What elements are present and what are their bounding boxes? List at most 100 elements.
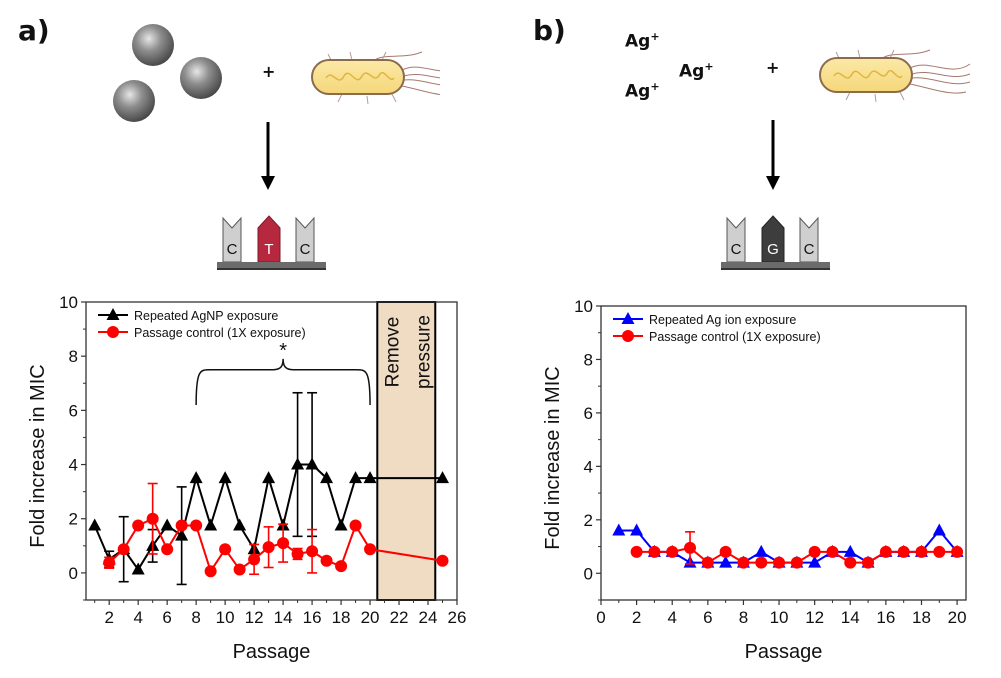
silver-ion: Ag+: [679, 60, 714, 82]
data-point: [103, 556, 116, 569]
y-tick-label: 10: [574, 297, 593, 316]
shaded-region-label: Remove: [382, 317, 403, 388]
plot-frame: [85, 301, 458, 601]
panel-b-schematic: C G C: [721, 49, 971, 270]
data-point: [334, 518, 348, 531]
significance-asterisk: *: [279, 340, 287, 362]
x-tick-label: 4: [133, 608, 142, 627]
x-tick-label: 12: [245, 608, 264, 627]
data-point: [349, 519, 362, 532]
legend-marker: [622, 330, 634, 342]
x-tick-label: 10: [216, 608, 235, 627]
data-point: [826, 545, 839, 558]
data-point: [773, 556, 786, 569]
base-right: C: [300, 241, 311, 258]
data-point: [630, 523, 644, 536]
panel-b-label: b): [533, 14, 566, 47]
x-tick-label: 14: [274, 608, 293, 627]
panel-a-label: a): [18, 14, 50, 47]
x-axis-label: Passage: [745, 641, 823, 663]
data-point: [808, 545, 821, 558]
y-tick-label: 6: [584, 404, 593, 423]
data-point: [160, 518, 174, 531]
x-tick-label: 0: [596, 608, 605, 627]
x-tick-label: 12: [805, 608, 824, 627]
y-axis-label: Fold increase in MIC: [27, 364, 49, 547]
x-tick-label: 16: [303, 608, 322, 627]
x-tick-label: 6: [703, 608, 712, 627]
legend-label: Passage control (1X exposure): [134, 326, 306, 340]
legend-label: Passage control (1X exposure): [649, 330, 821, 344]
data-point: [146, 512, 159, 525]
data-point: [364, 543, 377, 556]
y-tick-label: 4: [69, 456, 78, 475]
panel-a-schematic: C T C: [113, 24, 440, 270]
legend: Repeated AgNP exposure Passage control (1…: [98, 308, 306, 340]
x-tick-label: 8: [739, 608, 748, 627]
data-point: [218, 471, 232, 484]
data-point: [612, 523, 626, 536]
data-point: [436, 554, 449, 567]
data-point: [666, 545, 679, 558]
dna-mutation-icon: C T C: [217, 215, 326, 270]
bacterium-icon: [819, 49, 971, 103]
y-tick-label: 2: [584, 511, 593, 530]
data-point: [175, 528, 189, 541]
data-point: [879, 545, 892, 558]
data-point: [291, 457, 305, 470]
data-point: [320, 554, 333, 567]
data-point: [190, 519, 203, 532]
legend-marker: [106, 308, 120, 320]
data-point: [808, 555, 822, 568]
y-tick-label: 2: [69, 510, 78, 529]
silver-nanoparticles-icon: [113, 24, 222, 122]
y-tick-label: 0: [584, 564, 593, 583]
data-point: [630, 545, 643, 558]
series-1: [103, 482, 449, 578]
dna-mutation-icon: C G C: [721, 215, 830, 270]
y-tick-label: 4: [584, 457, 593, 476]
data-point: [844, 556, 857, 569]
x-tick-label: 18: [332, 608, 351, 627]
x-tick-label: 8: [191, 608, 200, 627]
data-point: [436, 471, 450, 484]
data-point: [306, 545, 319, 558]
data-point: [117, 543, 130, 556]
plot-frame: [600, 305, 967, 601]
x-tick-label: 20: [361, 608, 380, 627]
legend: Repeated Ag ion exposure Passage control …: [613, 312, 821, 344]
data-point: [291, 547, 304, 560]
plus-sign: +: [262, 62, 276, 81]
data-point: [262, 541, 275, 554]
data-point: [349, 471, 363, 484]
x-tick-label: 2: [632, 608, 641, 627]
data-point: [204, 565, 217, 578]
base-mutated: T: [264, 241, 273, 258]
y-tick-label: 0: [69, 564, 78, 583]
y-tick-label: 10: [59, 293, 78, 312]
plus-sign: +: [766, 58, 780, 77]
x-tick-label: 2: [104, 608, 113, 627]
x-tick-label: 6: [162, 608, 171, 627]
x-axis-label: Passage: [233, 641, 311, 663]
data-point: [88, 518, 102, 531]
y-tick-label: 8: [584, 350, 593, 369]
data-point: [248, 553, 261, 566]
data-point: [915, 545, 928, 558]
data-point: [932, 523, 946, 536]
x-tick-label: 24: [419, 608, 438, 627]
shaded-region-label: pressure: [413, 315, 434, 389]
x-tick-label: 16: [876, 608, 895, 627]
data-point: [719, 555, 733, 568]
silver-ion: Ag+: [625, 30, 660, 52]
bacterium-icon: [311, 51, 440, 105]
data-point: [131, 562, 145, 575]
silver-ion: Ag+: [625, 80, 660, 102]
legend-marker: [621, 312, 635, 324]
base-left: C: [731, 241, 742, 258]
data-point: [277, 537, 290, 550]
data-point: [219, 543, 232, 556]
data-point: [363, 471, 377, 484]
x-tick-label: 20: [948, 608, 967, 627]
